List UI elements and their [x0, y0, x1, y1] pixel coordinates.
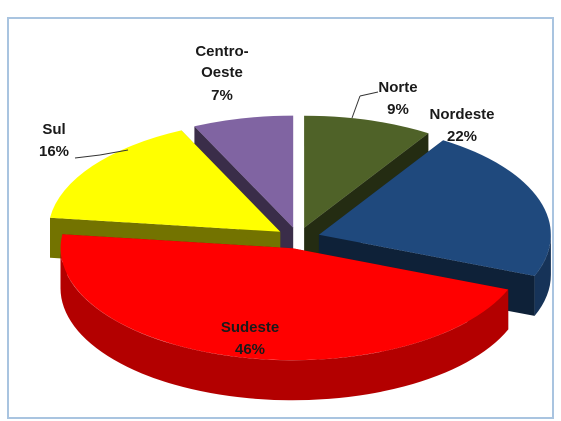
leader-line [359, 91, 379, 97]
slice [50, 130, 281, 232]
value-label: 22% [447, 128, 477, 145]
category-label: Sudeste [221, 319, 279, 336]
leader-line [351, 95, 361, 119]
category-label: Norte [378, 79, 417, 96]
slice [60, 234, 509, 361]
leader-line [99, 149, 129, 156]
category-label: Sul [42, 121, 65, 138]
value-label: 16% [39, 143, 69, 160]
leader-line [74, 154, 101, 159]
slice-wall [534, 234, 551, 316]
labels: Norte 9% Nordeste 22% Sudeste 46% Sul 16% Centro… [39, 43, 495, 358]
pie [50, 115, 551, 401]
slice [304, 115, 429, 228]
slice [318, 140, 551, 276]
value-label: 9% [387, 101, 409, 118]
value-label: 7% [211, 87, 233, 104]
value-label: 46% [235, 341, 265, 358]
slice-wall [60, 248, 509, 401]
category-label: Centro-Oeste [195, 43, 248, 81]
category-label: Nordeste [429, 106, 494, 123]
slice [194, 115, 294, 228]
